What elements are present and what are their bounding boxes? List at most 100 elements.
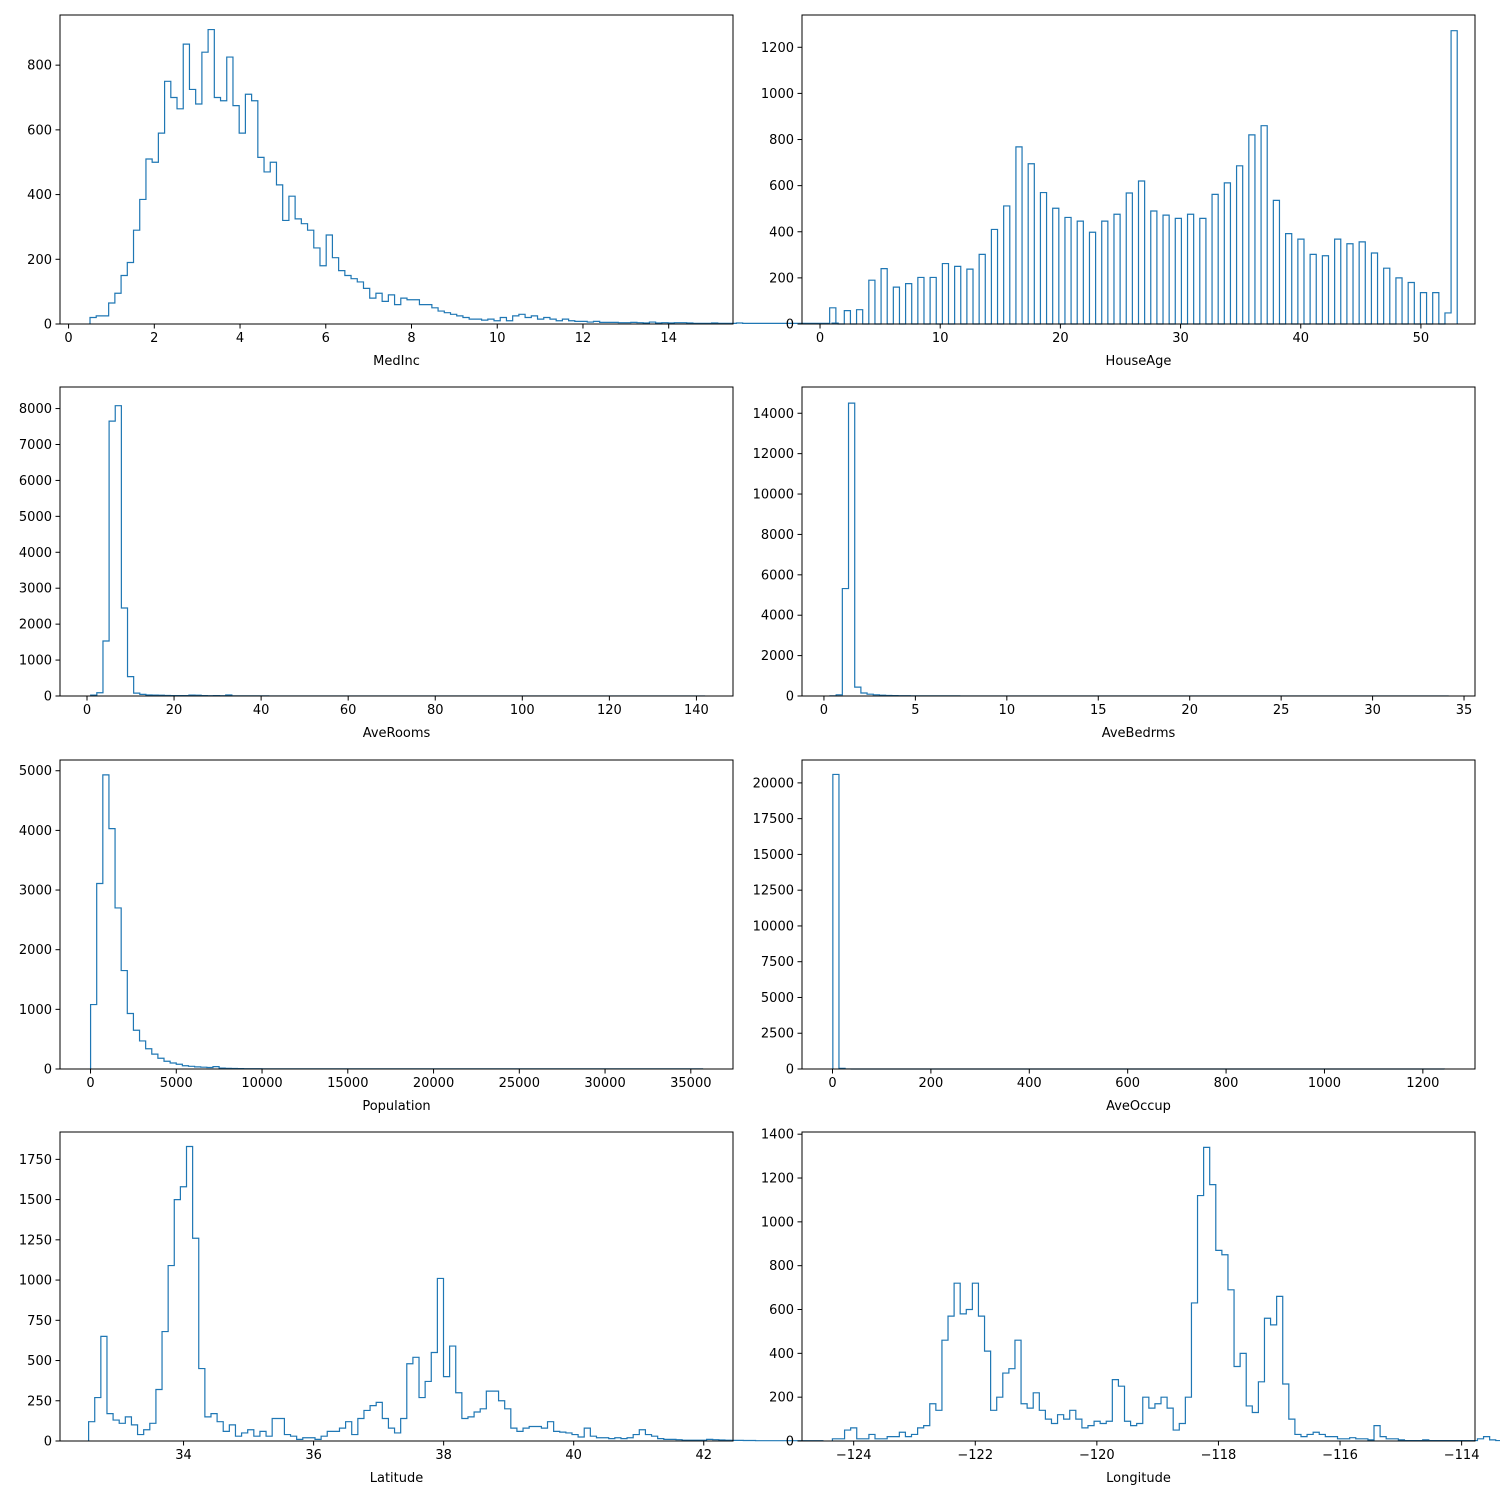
x-tick-label: 10 [489,331,506,346]
y-tick-label: 14000 [753,407,794,422]
axes-frame [59,14,734,325]
y-tick-label: 1200 [761,41,794,56]
y-tick-label: 4000 [761,609,794,624]
y-tick-label: 200 [769,1391,794,1406]
axes-frame [59,759,734,1070]
y-tick-label: 1250 [19,1233,52,1248]
x-tick-label: 40 [1292,331,1309,346]
histogram-panel-latitude: 34 36 38 40 42 0 250 500 750 1000 1250 1500 1750 Lati… [19,1131,824,1486]
y-tick-label: 0 [786,1435,794,1450]
y-tick-label: 1000 [19,654,52,669]
y-tick-label: 250 [27,1394,52,1409]
x-tick-label: 10 [999,703,1016,718]
axes-frame [801,1131,1476,1442]
x-tick-label: 0 [820,703,828,718]
histogram-series-line [831,1146,1500,1442]
x-tick-label: 0 [83,703,91,718]
x-tick-label: 38 [435,1448,452,1463]
x-tick-label: −116 [1322,1448,1358,1463]
histogram-panel-medinc: 0 2 4 6 8 10 12 14 0 200 400 600 800 MedInc [27,14,837,369]
y-tick-label: 2500 [761,1027,794,1042]
x-tick-label: 4 [236,331,244,346]
x-tick-label: 2 [150,331,158,346]
y-tick-label: 2000 [19,618,52,633]
y-tick-label: 6000 [761,568,794,583]
x-axis-label: HouseAge [1106,354,1172,369]
y-tick-label: 8000 [19,402,52,417]
y-tick-label: 400 [769,225,794,240]
y-tick-label: 1200 [761,1172,794,1187]
y-tick-label: 1000 [19,1274,52,1289]
x-tick-label: 0 [828,1076,836,1091]
y-tick-label: 1000 [761,87,794,102]
histogram-panel-population: 0 5000 10000 15000 20000 25000 30000 35000 0 1000… [19,759,734,1114]
y-tick-label: 600 [769,179,794,194]
y-tick-label: 12000 [753,447,794,462]
axes-frame [801,759,1476,1070]
x-tick-label: 34 [175,1448,192,1463]
y-tick-label: 3000 [19,884,52,899]
x-tick-label: 80 [427,703,444,718]
x-tick-label: 400 [1017,1076,1042,1091]
x-tick-label: 50 [1413,331,1430,346]
x-tick-label: 30 [1364,703,1381,718]
histogram-series-line [832,773,1445,1070]
x-tick-label: −114 [1444,1448,1480,1463]
y-tick-label: 800 [769,1259,794,1274]
x-axis-label: Population [362,1099,430,1114]
x-axis-label: AveOccup [1106,1099,1171,1114]
y-tick-label: 12500 [753,884,794,899]
histogram-panel-aveoccup: 0 200 400 600 800 1000 1200 0 2500 5000 7500 10000 1… [753,759,1476,1114]
x-axis-label: AveRooms [363,726,431,741]
y-tick-label: 7000 [19,438,52,453]
histogram-series-line [89,774,704,1070]
x-tick-label: 25000 [499,1076,540,1091]
x-tick-label: 35 [1456,703,1473,718]
x-tick-label: 36 [305,1448,322,1463]
histogram-series-line [89,28,837,324]
x-tick-label: 200 [918,1076,943,1091]
axes-frame [801,386,1476,697]
y-tick-label: 10000 [753,488,794,503]
x-axis-label: AveBedrms [1102,726,1176,741]
x-tick-label: 15 [1090,703,1107,718]
y-tick-label: 6000 [19,474,52,489]
y-tick-label: 4000 [19,546,52,561]
y-tick-label: 0 [44,1063,52,1078]
x-tick-label: 42 [695,1448,712,1463]
y-tick-label: 1750 [19,1153,52,1168]
y-tick-label: 2000 [761,649,794,664]
histogram-series-line [90,405,706,697]
y-tick-label: 200 [769,271,794,286]
axes-frame [801,14,1476,325]
y-tick-label: 0 [786,690,794,705]
y-tick-label: 7500 [761,955,794,970]
x-tick-label: 30 [1172,331,1189,346]
axes-frame [59,386,734,697]
histogram-panel-houseage: 0 10 20 30 40 50 0 200 400 600 800 1000 1200 HouseAge [761,14,1476,369]
y-tick-label: 600 [769,1303,794,1318]
histogram-panel-longitude: −124 −122 −120 −118 −116 −114 0 200 400 600 800 100… [761,1128,1500,1486]
x-tick-label: 60 [340,703,357,718]
x-tick-label: 20 [1052,331,1069,346]
y-tick-label: 0 [44,318,52,333]
y-tick-label: 0 [44,690,52,705]
x-tick-label: 20 [1181,703,1198,718]
y-tick-label: 400 [769,1347,794,1362]
x-tick-label: 20000 [413,1076,454,1091]
x-tick-label: 800 [1214,1076,1239,1091]
y-tick-label: 0 [44,1435,52,1450]
y-tick-label: 15000 [753,848,794,863]
y-tick-label: 1400 [761,1128,794,1143]
histogram-series-line [829,402,1449,697]
y-tick-label: 8000 [761,528,794,543]
x-tick-label: 35000 [670,1076,711,1091]
x-tick-label: 5 [911,703,919,718]
y-tick-label: 3000 [19,582,52,597]
x-tick-label: −124 [836,1448,872,1463]
x-tick-label: 12 [575,331,592,346]
y-tick-label: 200 [27,253,52,268]
y-tick-label: 500 [27,1354,52,1369]
x-tick-label: 40 [253,703,270,718]
x-tick-label: 15000 [327,1076,368,1091]
